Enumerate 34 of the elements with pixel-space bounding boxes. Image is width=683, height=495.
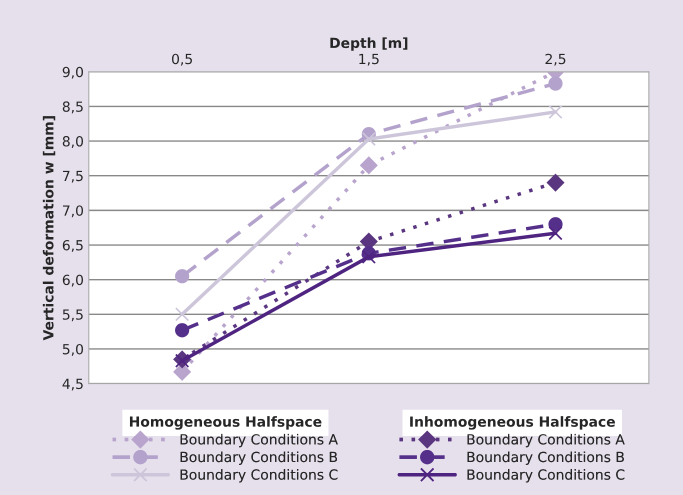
- legend-label: Boundary Conditions B: [180, 451, 338, 465]
- legend-label: Boundary Conditions C: [180, 469, 338, 482]
- y-tick-label: 6,5: [62, 240, 83, 252]
- y-tick-label: 4,5: [62, 378, 83, 391]
- y-tick-label: 5,0: [62, 344, 84, 356]
- y-tick-label: 5,5: [62, 309, 83, 322]
- text: Inhomogeneous Halfspace: [410, 416, 615, 430]
- point: [360, 156, 378, 174]
- legend-label: Boundary Conditions B: [467, 451, 624, 465]
- x-tick-label: 0,5: [172, 54, 192, 66]
- point: [548, 76, 563, 91]
- point: [548, 226, 563, 240]
- point: [548, 217, 563, 232]
- y-axis-title: Vertical deformation w [mm]: [42, 116, 56, 340]
- point: [175, 323, 190, 338]
- x-tick-label: 2,5: [545, 54, 566, 66]
- point: [175, 269, 190, 284]
- point: [175, 307, 190, 322]
- text: Homogeneous Halfspace: [130, 416, 322, 430]
- point: [548, 104, 563, 120]
- point: [362, 250, 376, 264]
- point: [362, 132, 376, 146]
- x-axis-title: Depth [m]: [330, 37, 408, 51]
- y-tick-label: 7,0: [62, 205, 84, 218]
- legend-label: Boundary Conditions C: [467, 469, 624, 482]
- legend-label: Boundary Conditions A: [467, 434, 625, 448]
- point: [546, 174, 564, 192]
- y-tick-label: 8,5: [62, 101, 83, 114]
- legend-label: Boundary Conditions A: [180, 434, 338, 448]
- y-tick-label: 7,5: [62, 170, 83, 183]
- y-tick-label: 6,0: [62, 274, 84, 287]
- y-tick-label: 8,0: [62, 136, 84, 148]
- y-tick-label: 9,0: [62, 66, 84, 79]
- x-tick-label: 1,5: [359, 54, 379, 66]
